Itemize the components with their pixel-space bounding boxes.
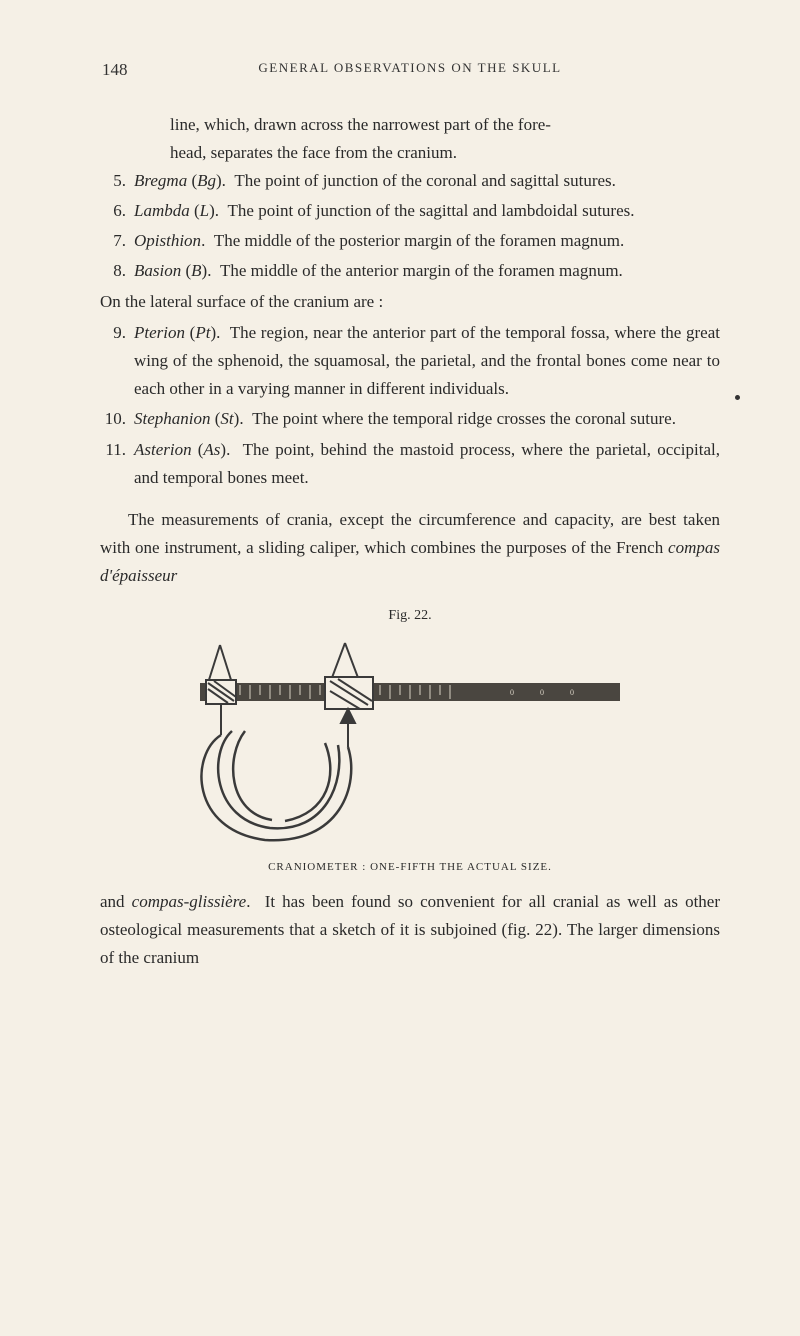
item-continued-2: head, separates the face from the craniu… [100, 139, 720, 167]
svg-text:0: 0 [540, 688, 544, 697]
item-9: 9. Pterion (Pt). The region, near the an… [100, 319, 720, 403]
figure-container: 0 0 0 [100, 635, 720, 850]
figure-label: Fig. 22. [100, 604, 720, 627]
lateral-intro: On the lateral surface of the cranium ar… [100, 288, 720, 316]
item-10: 10. Stephanion (St). The point where the… [100, 405, 720, 433]
figure-caption: CRANIOMETER : ONE-FIFTH THE ACTUAL SIZE. [100, 858, 720, 876]
paragraph-1: The measurements of crania, except the c… [100, 506, 720, 590]
craniometer-diagram: 0 0 0 [170, 635, 650, 850]
item-11: 11. Asterion (As). The point, behind the… [100, 436, 720, 492]
item-number: 9. [100, 319, 134, 403]
item-7: 7. Opisthion. The middle of the posterio… [100, 227, 720, 255]
item-number: 6. [100, 197, 134, 225]
content-area: line, which, drawn across the narrowest … [100, 111, 720, 972]
item-text: Lambda (L). The point of junction of the… [134, 197, 720, 225]
item-number: 8. [100, 257, 134, 285]
item-text: Opisthion. The middle of the posterior m… [134, 227, 720, 255]
paragraph-2: and compas-glissière. It has been found … [100, 888, 720, 972]
item-6: 6. Lambda (L). The point of junction of … [100, 197, 720, 225]
item-number: 5. [100, 167, 134, 195]
item-text: Stephanion (St). The point where the tem… [134, 405, 720, 433]
page-number: 148 [102, 60, 128, 80]
scan-artifact-dot [735, 395, 740, 400]
item-continued-1: line, which, drawn across the narrowest … [100, 111, 720, 139]
item-8: 8. Basion (B). The middle of the anterio… [100, 257, 720, 285]
item-text: Bregma (Bg). The point of junction of th… [134, 167, 720, 195]
item-number: 10. [100, 405, 134, 433]
svg-text:0: 0 [510, 688, 514, 697]
svg-text:0: 0 [570, 688, 574, 697]
item-text: Basion (B). The middle of the anterior m… [134, 257, 720, 285]
page-header: GENERAL OBSERVATIONS ON THE SKULL [100, 60, 720, 76]
item-text: Asterion (As). The point, behind the mas… [134, 436, 720, 492]
item-5: 5. Bregma (Bg). The point of junction of… [100, 167, 720, 195]
item-text: Pterion (Pt). The region, near the anter… [134, 319, 720, 403]
item-number: 11. [100, 436, 134, 492]
item-number: 7. [100, 227, 134, 255]
